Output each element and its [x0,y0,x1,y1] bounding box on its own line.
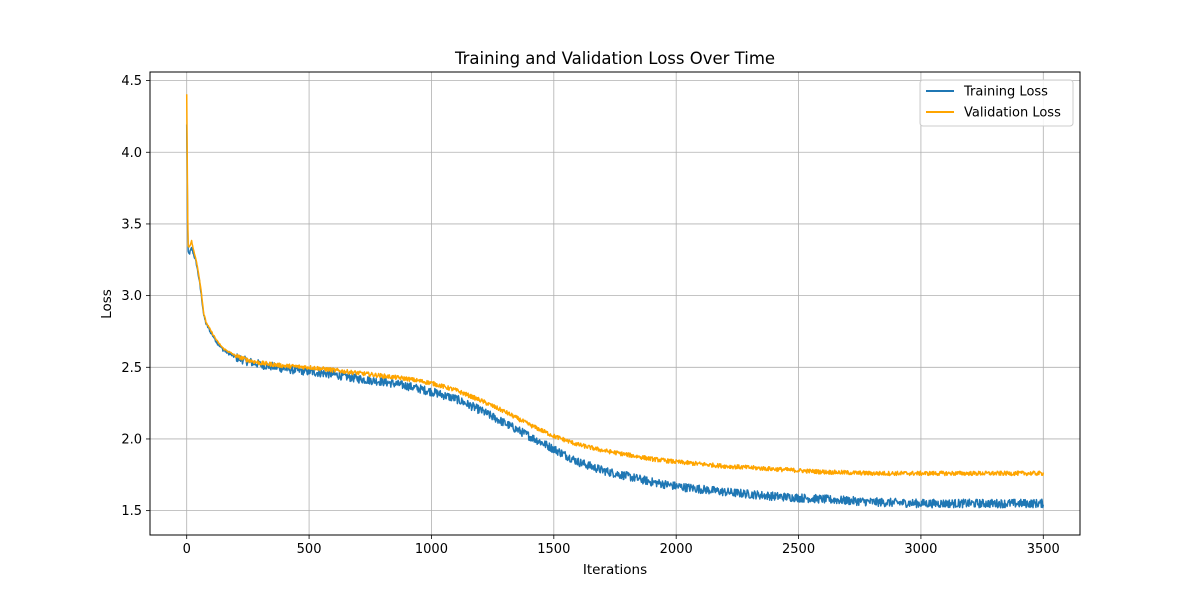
x-tick-label: 3000 [904,542,937,557]
y-axis-label: Loss [99,289,115,319]
y-tick-label: 3.0 [121,289,142,304]
x-ticks: 0 500 1000 1500 2000 2500 3000 3500 [183,535,1060,557]
y-tick-label: 3.5 [121,217,142,232]
y-tick-label: 2.0 [121,432,142,447]
grid [150,72,1080,535]
x-tick-label: 500 [297,542,322,557]
chart-title: Training and Validation Loss Over Time [454,49,775,68]
y-tick-label: 1.5 [121,504,142,519]
legend-label: Validation Loss [964,106,1061,121]
x-tick-label: 1500 [537,542,570,557]
x-tick-label: 2000 [660,542,693,557]
series-line-validation-loss [185,94,1045,477]
y-tick-label: 4.5 [121,74,142,89]
x-axis-label: Iterations [583,562,647,578]
x-tick-label: 2500 [782,542,815,557]
legend-box [919,79,1074,127]
legend: Training Loss Validation Loss [919,79,1074,127]
series-lines [185,94,1045,509]
y-tick-label: 4.0 [121,146,142,161]
series-line-training-loss [185,124,1045,509]
y-tick-label: 2.5 [121,361,142,376]
x-tick-label: 1000 [415,542,448,557]
x-tick-label: 3500 [1027,542,1060,557]
legend-label: Training Loss [963,85,1048,100]
x-tick-label: 0 [183,542,191,557]
plot-frame [149,71,1081,536]
y-ticks: 1.5 2.0 2.5 3.0 3.5 4.0 4.5 [121,74,150,519]
